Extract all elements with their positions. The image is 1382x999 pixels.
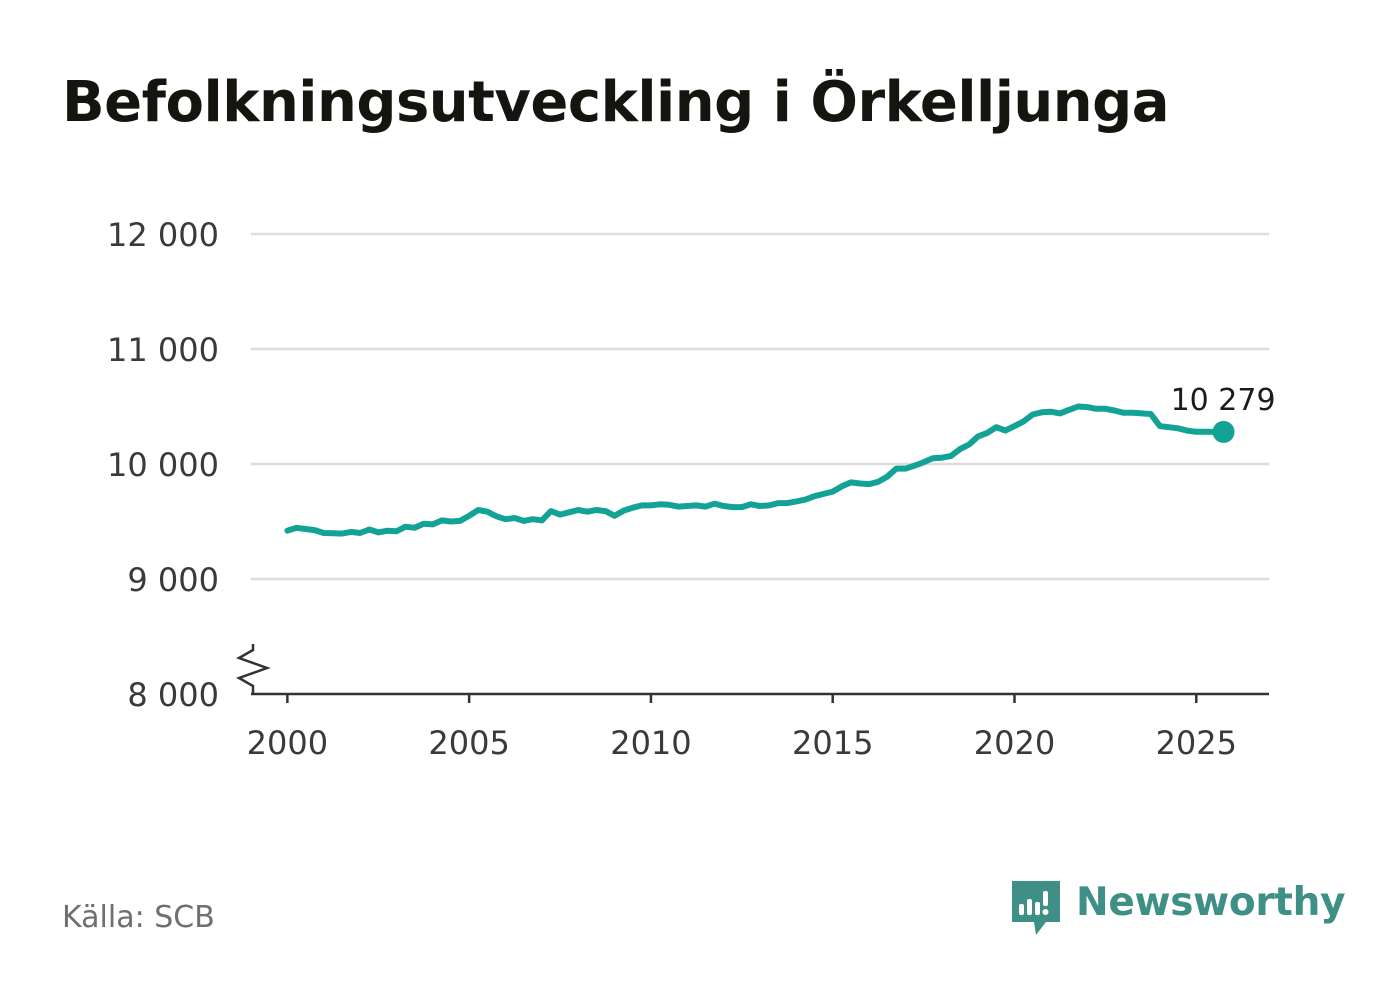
y-tick-label: 8 000 xyxy=(127,676,219,714)
labels: 8 000 9 000 10 000 11 000 12 000 2000 2005 2010… xyxy=(107,216,1276,762)
x-tick-label: 2005 xyxy=(428,724,509,762)
x-tick-label: 2025 xyxy=(1156,724,1237,762)
x-tick-label: 2020 xyxy=(974,724,1055,762)
series-layer xyxy=(284,403,1235,537)
source-note: Källa: SCB xyxy=(62,900,215,935)
brand-name: Newsworthy xyxy=(1076,880,1346,925)
series-line xyxy=(284,403,1227,537)
axis-break-icon xyxy=(236,644,271,694)
y-tick-label: 11 000 xyxy=(107,331,219,369)
axes xyxy=(236,644,1269,703)
brand[interactable]: Newsworthy xyxy=(1010,878,1346,942)
end-value-label: 10 279 xyxy=(1171,383,1276,418)
y-tick-label: 12 000 xyxy=(107,216,219,254)
end-point-marker xyxy=(1212,420,1235,443)
newsworthy-bar-chart-icon xyxy=(1012,881,1060,935)
y-tick-label: 10 000 xyxy=(107,446,219,484)
x-tick-label: 2015 xyxy=(792,724,873,762)
x-tick-label: 2000 xyxy=(247,724,328,762)
y-tick-label: 9 000 xyxy=(127,561,219,599)
x-tick-label: 2010 xyxy=(610,724,691,762)
chart-title: Befolkningsutveckling i Örkelljunga xyxy=(62,70,1170,135)
gridlines xyxy=(251,232,1269,581)
